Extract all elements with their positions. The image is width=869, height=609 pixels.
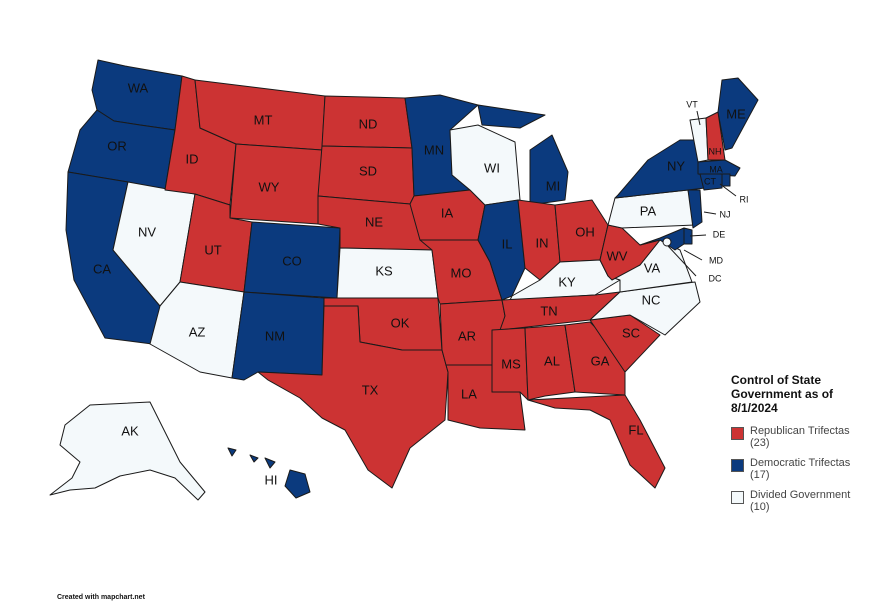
label-MI: MI xyxy=(546,178,560,193)
label-CT: CT xyxy=(704,176,716,186)
state-CT xyxy=(699,173,723,191)
label-TX: TX xyxy=(362,382,379,397)
state-RI xyxy=(721,173,731,187)
label-VT: VT xyxy=(686,99,698,109)
legend-swatch-democratic xyxy=(731,459,744,472)
label-GA: GA xyxy=(591,353,610,368)
label-ND: ND xyxy=(359,116,378,131)
label-NE: NE xyxy=(365,214,383,229)
label-AL: AL xyxy=(544,353,560,368)
legend-label-divided: Divided Government (10) xyxy=(750,489,851,513)
label-LA: LA xyxy=(461,386,477,401)
state-AK xyxy=(49,401,206,501)
state-labels: WA OR CA NV ID MT WY UT AZ CO NM ND SD N… xyxy=(93,80,749,487)
credit-text: Created with mapchart.net xyxy=(57,594,145,601)
state-DC xyxy=(662,237,672,247)
legend-item-republican: Republican Trifectas (23) xyxy=(731,425,869,449)
label-NH: NH xyxy=(709,146,722,156)
label-KS: KS xyxy=(375,263,393,278)
label-DC: DC xyxy=(709,273,722,283)
state-MD xyxy=(639,227,685,251)
label-WA: WA xyxy=(128,80,149,95)
label-WI: WI xyxy=(484,160,500,175)
legend-title: Control of State Government as of 8/1/20… xyxy=(731,373,834,415)
leader-lines xyxy=(667,110,737,277)
label-AR: AR xyxy=(458,328,476,343)
label-RI: RI xyxy=(740,194,749,204)
label-SC: SC xyxy=(622,325,640,340)
label-MA: MA xyxy=(709,164,723,174)
label-OK: OK xyxy=(391,315,410,330)
legend-item-democratic: Democratic Trifectas (17) xyxy=(731,457,869,481)
state-NY xyxy=(614,139,706,199)
label-ME: ME xyxy=(726,106,746,121)
state-AL xyxy=(524,324,576,401)
label-VA: VA xyxy=(644,260,661,275)
legend-swatch-divided xyxy=(731,491,744,504)
label-WY: WY xyxy=(259,179,280,194)
label-MS: MS xyxy=(501,356,521,371)
legend-label-republican: Republican Trifectas (23) xyxy=(750,425,850,449)
label-UT: UT xyxy=(204,242,221,257)
label-MN: MN xyxy=(424,142,444,157)
state-MS xyxy=(491,327,529,401)
state-GA xyxy=(564,321,626,396)
label-AZ: AZ xyxy=(189,324,206,339)
label-CO: CO xyxy=(282,253,302,268)
label-HI: HI xyxy=(265,472,278,487)
label-CA: CA xyxy=(93,261,111,276)
legend-swatch-republican xyxy=(731,427,744,440)
state-ME xyxy=(717,77,759,151)
label-KY: KY xyxy=(558,274,576,289)
legend-item-divided: Divided Government (10) xyxy=(731,489,869,513)
label-OR: OR xyxy=(107,138,127,153)
label-MT: MT xyxy=(254,112,273,127)
state-MA xyxy=(697,159,741,177)
label-MD: MD xyxy=(709,255,723,265)
label-NM: NM xyxy=(265,328,285,343)
label-DE: DE xyxy=(713,229,726,239)
label-PA: PA xyxy=(640,203,657,218)
state-FL xyxy=(527,394,666,489)
label-IN: IN xyxy=(536,235,549,250)
label-NY: NY xyxy=(667,158,685,173)
state-HI xyxy=(227,447,311,499)
label-NJ: NJ xyxy=(720,209,731,219)
label-SD: SD xyxy=(359,163,377,178)
label-NV: NV xyxy=(138,224,156,239)
label-WV: WV xyxy=(607,248,628,263)
label-NC: NC xyxy=(642,292,661,307)
label-TN: TN xyxy=(540,303,557,318)
label-IL: IL xyxy=(502,236,513,251)
label-MO: MO xyxy=(451,265,472,280)
legend-label-democratic: Democratic Trifectas (17) xyxy=(750,457,851,481)
label-OH: OH xyxy=(575,224,595,239)
label-AK: AK xyxy=(121,423,139,438)
state-MI xyxy=(477,104,569,206)
label-ID: ID xyxy=(186,151,199,166)
state-NJ xyxy=(687,189,703,229)
label-FL: FL xyxy=(628,422,643,437)
label-IA: IA xyxy=(441,205,454,220)
legend: Control of State Government as of 8/1/20… xyxy=(731,373,869,521)
state-TX xyxy=(257,305,449,489)
